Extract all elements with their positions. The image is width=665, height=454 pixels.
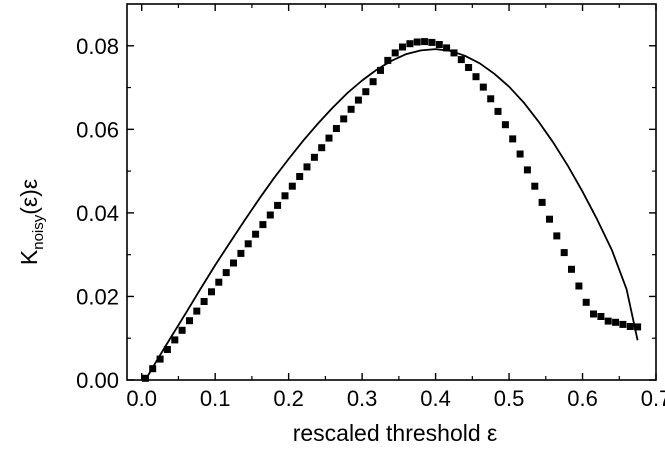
data-point-square [575, 282, 583, 290]
data-point-square [369, 78, 377, 86]
data-point-square [560, 249, 568, 257]
data-point-square [377, 66, 384, 74]
data-point-square [296, 173, 304, 180]
data-point-square [582, 298, 590, 306]
data-point-square [237, 249, 245, 257]
x-axis-ticks: 0.0 0.1 0.2 0.3 0.4 0.5 0.6 0.7 [126, 4, 665, 411]
fit-line-series [144, 48, 639, 381]
y-axis-label-suffix: (ε)ε [16, 179, 42, 215]
data-point-square [171, 336, 179, 344]
data-point-square [531, 182, 539, 190]
data-point-square [487, 95, 495, 103]
data-point-square [399, 43, 406, 51]
data-point-square [634, 323, 642, 331]
plot-frame [126, 3, 657, 381]
x-axis-label: rescaled threshold ε [293, 420, 498, 446]
y-tick-label: 0.08 [76, 34, 119, 59]
x-tick-label: 0.0 [126, 386, 157, 411]
data-point-square [163, 346, 171, 353]
data-point-square [288, 182, 296, 190]
data-point-square [340, 115, 348, 123]
data-point-square [149, 365, 157, 373]
data-point-square [391, 49, 399, 57]
data-point-square [612, 318, 620, 326]
x-tick-label: 0.7 [641, 386, 665, 411]
data-point-square [457, 56, 465, 64]
data-point-square [259, 221, 267, 229]
x-tick-label: 0.6 [567, 386, 598, 411]
data-point-square [619, 320, 627, 328]
data-point-square [186, 317, 193, 325]
y-axis-label-main: K [16, 249, 42, 265]
x-tick-label: 0.5 [494, 386, 525, 411]
svg-text:Knoisy(ε)ε: Knoisy(ε)ε [16, 179, 47, 265]
data-point-square [274, 201, 282, 209]
data-point-square [178, 326, 186, 334]
x-tick-label: 0.4 [420, 386, 451, 411]
data-point-square [208, 288, 215, 296]
y-axis-label-subscript: noisy [30, 214, 47, 250]
data-point-square [597, 313, 605, 320]
x-tick-label: 0.3 [347, 386, 378, 411]
data-point-square [252, 230, 260, 238]
data-point-square [384, 56, 392, 64]
data-point-square [494, 107, 502, 115]
y-axis-label: Knoisy(ε)ε [16, 179, 47, 265]
plot-area-border [126, 3, 657, 381]
data-point-square [546, 215, 553, 223]
data-point-square [156, 355, 164, 363]
data-point-square [604, 317, 612, 325]
data-point-square [332, 125, 340, 132]
y-tick-label: 0.04 [76, 201, 119, 226]
data-point-square [303, 163, 311, 171]
data-point-square [501, 121, 509, 129]
data-point-square [509, 135, 517, 143]
data-point-square [413, 38, 421, 46]
data-point-square [347, 105, 355, 113]
data-point-square [266, 211, 274, 219]
data-point-square [193, 307, 201, 315]
data-point-square [354, 96, 362, 104]
data-point-square [281, 192, 289, 200]
data-point-square [362, 88, 370, 96]
data-point-square [141, 374, 149, 382]
data-point-square [516, 150, 524, 158]
data-point-square [626, 323, 634, 330]
data-point-square [421, 38, 429, 46]
data-point-square [215, 278, 223, 286]
data-point-square [325, 134, 333, 142]
data-markers-series [141, 38, 642, 382]
data-point-square [244, 240, 252, 248]
data-point-square [553, 232, 561, 240]
data-point-square [443, 44, 451, 52]
data-point-square [523, 166, 531, 174]
data-point-square [428, 38, 436, 46]
x-tick-label: 0.2 [273, 386, 304, 411]
data-point-square [230, 259, 237, 267]
data-point-square [450, 49, 458, 57]
data-point-square [406, 40, 414, 48]
y-tick-label: 0.06 [76, 117, 119, 142]
data-point-square [538, 198, 546, 206]
y-tick-label: 0.02 [76, 284, 119, 309]
data-point-square [310, 153, 318, 161]
data-point-square [222, 269, 230, 277]
y-axis-ticks: 0.00 0.02 0.04 0.06 0.08 [76, 34, 656, 393]
data-point-square [472, 73, 480, 81]
data-point-square [465, 64, 473, 71]
data-point-square [318, 144, 326, 152]
data-point-square [435, 41, 443, 48]
x-tick-label: 0.1 [200, 386, 231, 411]
data-point-square [200, 298, 208, 305]
series-line-path [144, 48, 639, 381]
data-point-square [479, 83, 487, 91]
data-point-square [568, 265, 575, 273]
data-point-square [590, 310, 597, 318]
y-tick-label: 0.00 [76, 368, 119, 393]
